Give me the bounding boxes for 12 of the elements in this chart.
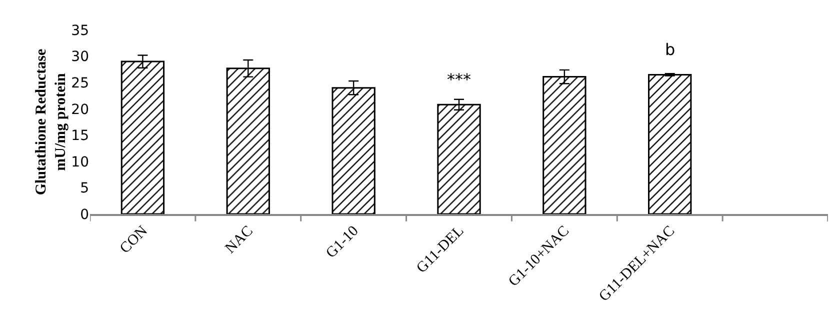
y-tick-label: 35 xyxy=(71,22,89,39)
bar xyxy=(648,74,692,214)
y-tick-label: 30 xyxy=(71,49,89,66)
y-tick-label: 5 xyxy=(80,180,89,197)
y-tick-label: 20 xyxy=(71,102,89,118)
y-tick-label: 10 xyxy=(71,154,89,170)
annotation: *** xyxy=(447,70,471,89)
y-axis-title: Glutathione Reductase mU/mg protein xyxy=(34,48,70,196)
y-tick-label: 15 xyxy=(71,128,89,144)
y-tick-label: 25 xyxy=(71,75,89,92)
annotation: b xyxy=(665,40,676,59)
y-tick-label: 0 xyxy=(80,206,89,223)
